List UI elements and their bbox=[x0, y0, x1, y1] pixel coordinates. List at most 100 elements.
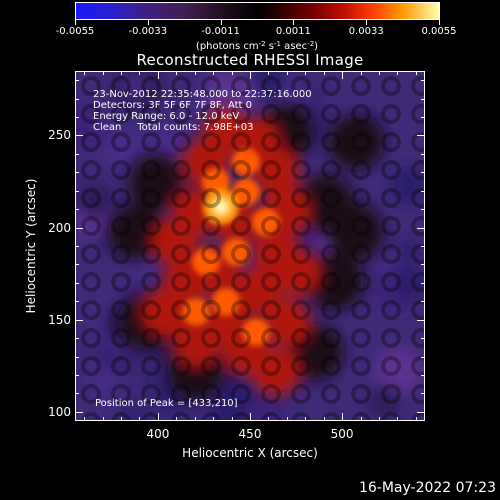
x-minor-tick bbox=[231, 71, 233, 75]
colorbar-tick bbox=[366, 20, 368, 25]
y-tick bbox=[417, 319, 425, 321]
y-minor-tick bbox=[421, 80, 425, 82]
colorbar-tick bbox=[293, 20, 295, 25]
x-minor-tick bbox=[305, 71, 307, 75]
y-minor-tick bbox=[75, 117, 79, 119]
y-minor-tick bbox=[421, 264, 425, 266]
y-minor-tick bbox=[421, 246, 425, 247]
y-minor-tick bbox=[75, 98, 79, 100]
y-tick bbox=[75, 319, 83, 321]
x-minor-tick bbox=[139, 417, 141, 421]
clean-counts-text: Clean Total counts: 7.98E+03 bbox=[93, 122, 254, 133]
x-minor-tick bbox=[121, 71, 123, 75]
y-tick bbox=[417, 135, 425, 137]
x-minor-tick bbox=[323, 71, 325, 75]
x-tick bbox=[250, 71, 251, 79]
y-tick bbox=[75, 135, 83, 137]
y-tick-label: 250 bbox=[48, 128, 71, 143]
x-axis-label: Heliocentric X (arcsec) bbox=[182, 446, 318, 460]
y-minor-tick bbox=[75, 209, 79, 211]
colorbar-tick bbox=[220, 20, 222, 25]
x-minor-tick bbox=[102, 71, 104, 75]
x-tick-label: 500 bbox=[330, 427, 354, 441]
x-minor-tick bbox=[397, 71, 399, 75]
colorbar-tick-label: -0.0011 bbox=[201, 26, 240, 37]
x-minor-tick bbox=[102, 417, 104, 421]
y-minor-tick bbox=[75, 282, 79, 284]
y-minor-tick bbox=[75, 338, 79, 340]
colorbar-tick-label: -0.0033 bbox=[128, 26, 168, 37]
x-minor-tick bbox=[360, 417, 362, 421]
x-tick bbox=[342, 413, 344, 421]
x-tick-label: 400 bbox=[146, 427, 170, 441]
y-minor-tick bbox=[421, 374, 425, 376]
colorbar-tick bbox=[147, 20, 149, 25]
colorbar-units: (photons cm-2 s-1 asec-2) bbox=[195, 40, 319, 52]
y-axis-label: Heliocentric Y (arcsec) bbox=[24, 178, 38, 314]
x-tick bbox=[342, 71, 344, 79]
heatmap-image bbox=[76, 72, 424, 420]
x-minor-tick bbox=[268, 417, 270, 421]
y-minor-tick bbox=[75, 172, 79, 174]
x-minor-tick bbox=[84, 71, 86, 75]
colorbar-tick-label: 0.0033 bbox=[348, 26, 384, 37]
x-minor-tick bbox=[378, 417, 380, 421]
x-minor-tick bbox=[415, 417, 417, 421]
y-minor-tick bbox=[421, 282, 425, 284]
chart-title: Reconstructed RHESSI Image bbox=[136, 51, 364, 69]
y-minor-tick bbox=[75, 190, 79, 192]
y-tick bbox=[417, 411, 425, 413]
y-minor-tick bbox=[75, 374, 79, 376]
x-minor-tick bbox=[415, 71, 417, 75]
y-minor-tick bbox=[75, 80, 79, 82]
y-minor-tick bbox=[421, 393, 425, 395]
x-tick-label: 450 bbox=[238, 427, 262, 441]
x-minor-tick bbox=[139, 71, 141, 75]
y-minor-tick bbox=[75, 301, 79, 303]
x-minor-tick bbox=[305, 417, 307, 421]
time-range-text: 23-Nov-2012 22:35:48.000 to 22:37:16.000 bbox=[93, 89, 312, 100]
y-tick bbox=[417, 227, 425, 229]
y-minor-tick bbox=[421, 209, 425, 211]
colorbar-tick-label: 0.0011 bbox=[275, 26, 311, 37]
y-tick-label: 150 bbox=[48, 312, 71, 327]
y-tick-label: 200 bbox=[48, 220, 71, 235]
y-minor-tick bbox=[421, 301, 425, 303]
x-minor-tick bbox=[268, 71, 270, 75]
y-minor-tick bbox=[421, 117, 425, 119]
x-minor-tick bbox=[176, 71, 178, 75]
x-minor-tick bbox=[194, 417, 196, 421]
y-tick bbox=[75, 227, 83, 229]
y-minor-tick bbox=[421, 356, 425, 358]
y-minor-tick bbox=[75, 356, 79, 358]
image-plot: 23-Nov-2012 22:35:48.000 to 22:37:16.000… bbox=[75, 71, 425, 421]
y-minor-tick bbox=[75, 264, 79, 266]
peak-position-text: Position of Peak = [433,210] bbox=[95, 398, 238, 409]
y-tick-label: 100 bbox=[48, 404, 71, 419]
x-minor-tick bbox=[286, 417, 288, 421]
y-minor-tick bbox=[75, 153, 79, 155]
x-minor-tick bbox=[286, 71, 288, 75]
x-minor-tick bbox=[397, 417, 399, 421]
x-tick bbox=[157, 71, 159, 79]
y-minor-tick bbox=[421, 153, 425, 155]
colorbar-tick bbox=[75, 20, 76, 25]
x-minor-tick bbox=[194, 71, 196, 75]
colorbar-tick-label: 0.0055 bbox=[421, 26, 457, 37]
x-minor-tick bbox=[213, 71, 215, 75]
x-minor-tick bbox=[121, 417, 123, 421]
x-minor-tick bbox=[378, 71, 380, 75]
colorbar-tick bbox=[439, 20, 440, 25]
x-tick bbox=[250, 413, 251, 421]
y-minor-tick bbox=[421, 338, 425, 340]
y-minor-tick bbox=[421, 172, 425, 174]
y-minor-tick bbox=[75, 246, 79, 247]
colorbar-tick-label: -0.0055 bbox=[55, 26, 95, 37]
x-minor-tick bbox=[231, 417, 233, 421]
energy-range-text: Energy Range: 6.0 - 12.0 keV bbox=[93, 111, 240, 122]
y-tick bbox=[75, 411, 83, 413]
x-minor-tick bbox=[84, 417, 86, 421]
colorbar bbox=[75, 2, 440, 20]
x-tick bbox=[157, 413, 159, 421]
timestamp: 16-May-2022 07:23 bbox=[358, 480, 496, 496]
